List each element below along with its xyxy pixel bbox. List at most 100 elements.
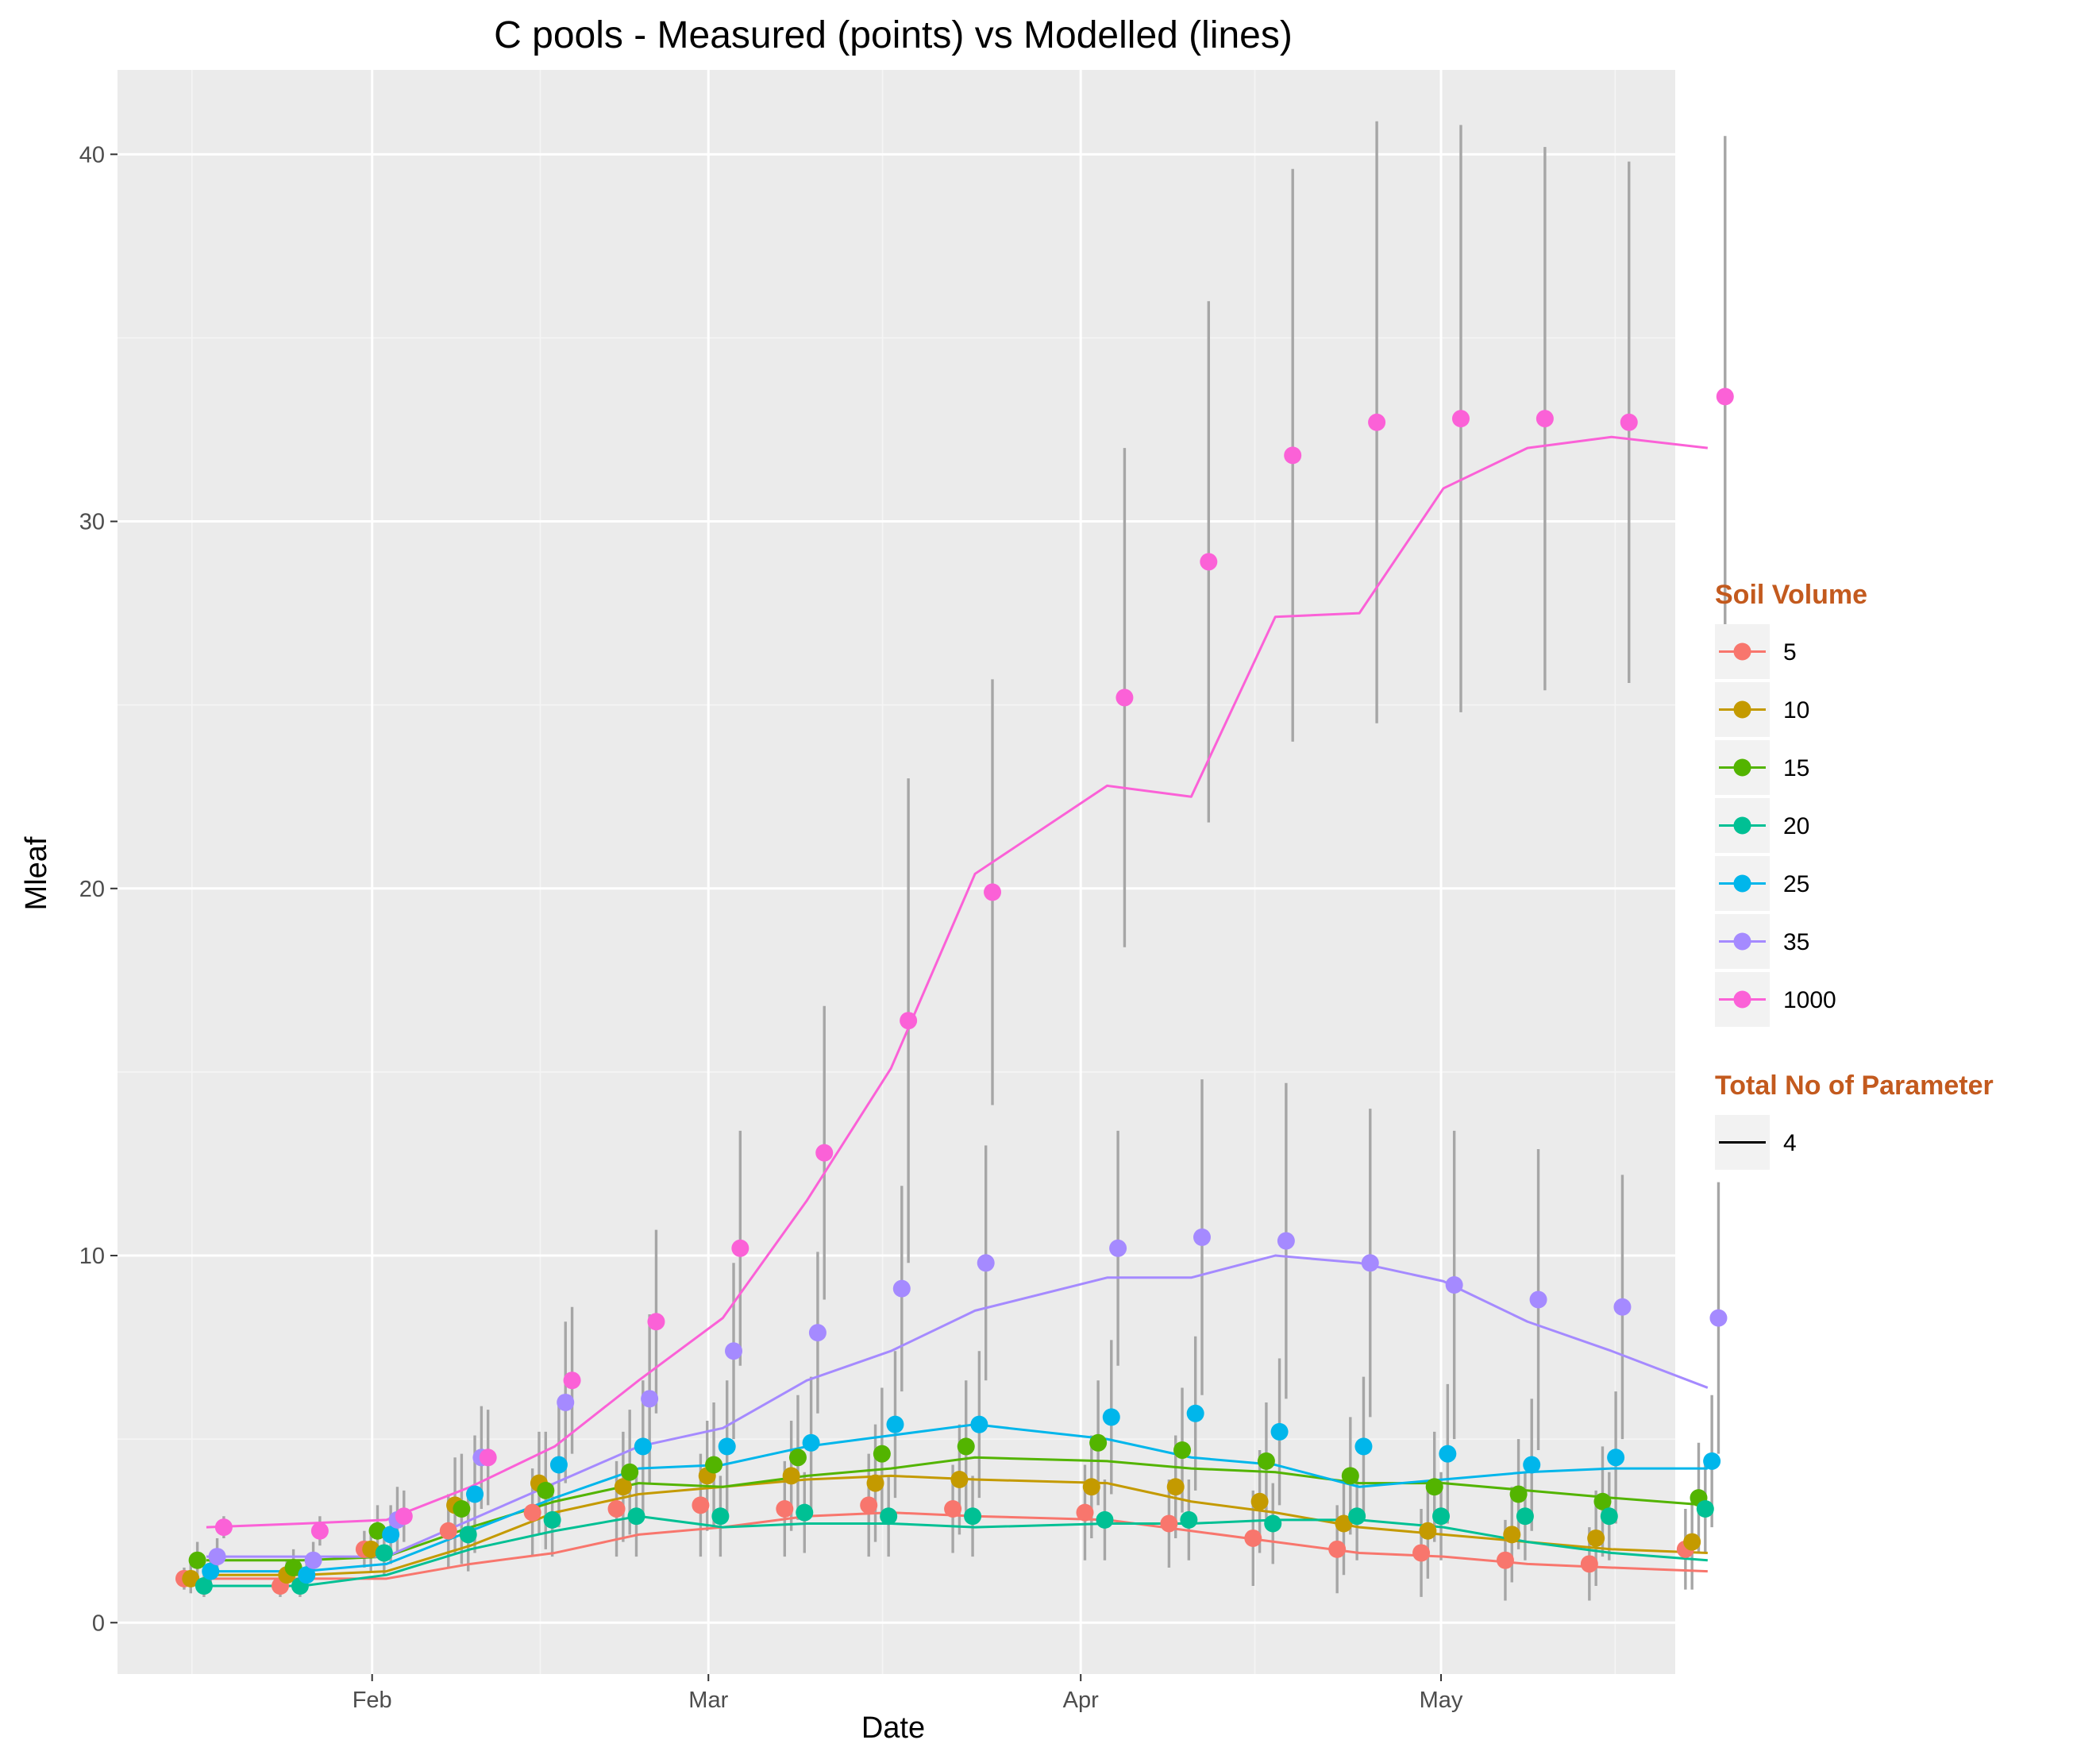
point-10 [1166,1478,1185,1496]
point-15 [1173,1441,1192,1460]
y-tick-label: 0 [92,1611,105,1636]
point-35 [892,1279,911,1298]
point-1000 [731,1239,749,1257]
point-15 [1425,1478,1443,1496]
y-tick-label: 40 [79,142,105,168]
legend: Soil Volume 5 10 15 20 25 35 1000 Total No of … [1715,580,1994,1170]
point-25 [1523,1456,1541,1474]
point-20 [1516,1507,1534,1526]
measured-points [175,388,1734,1595]
y-tick-label: 10 [79,1244,105,1269]
legend-label-15: 15 [1783,755,1809,781]
legend-key-point [1733,874,1751,893]
legend-key-point [1733,990,1751,1009]
point-35 [1613,1298,1632,1316]
point-1000 [1116,689,1134,707]
point-20 [459,1526,477,1544]
point-20 [1096,1510,1114,1529]
point-20 [1600,1507,1618,1526]
point-25 [549,1456,568,1474]
point-25 [1607,1449,1625,1467]
model-line-5 [206,1511,1708,1580]
point-15 [284,1558,302,1576]
point-1000 [310,1522,329,1540]
point-35 [208,1548,226,1566]
legend-key-point [1733,758,1751,777]
point-5 [1328,1540,1347,1558]
point-10 [1503,1526,1521,1544]
point-35 [725,1342,743,1360]
chart-title: C pools - Measured (points) vs Modelled … [494,14,1293,56]
legend-key-point [1733,700,1751,719]
point-15 [1257,1452,1275,1470]
point-15 [453,1499,471,1518]
y-axis-title: Mleaf [20,836,53,910]
point-1000 [647,1313,665,1331]
point-1000 [1716,388,1734,406]
model-line-10 [206,1474,1708,1576]
point-5 [1160,1514,1178,1533]
point-20 [1180,1510,1198,1529]
point-25 [1186,1404,1204,1422]
point-15 [1593,1492,1612,1510]
point-25 [202,1562,220,1580]
legend-key-point [1733,642,1751,661]
major-gridlines [118,70,1675,1674]
legend-label-1000: 1000 [1783,987,1836,1013]
point-20 [711,1507,730,1526]
point-1000 [1200,553,1218,571]
point-1000 [1536,410,1554,428]
point-20 [1264,1514,1282,1533]
point-15 [705,1456,723,1474]
point-25 [1270,1422,1289,1441]
point-20 [964,1507,982,1526]
point-10 [1419,1522,1437,1540]
legend-label-linetype: 4 [1783,1130,1797,1156]
legend-key-point [1733,932,1751,951]
point-10 [950,1471,969,1489]
point-1000 [395,1507,413,1526]
point-5 [439,1522,457,1540]
point-20 [543,1510,561,1529]
legend-label-35: 35 [1783,929,1809,955]
point-10 [362,1540,380,1558]
legend-color-items: 5 10 15 20 25 35 1000 [1715,624,1836,1027]
point-10 [1683,1533,1701,1551]
point-1000 [900,1012,918,1030]
point-15 [873,1445,891,1463]
x-tick-label: Apr [1063,1688,1099,1713]
point-5 [692,1496,710,1514]
point-25 [970,1415,988,1433]
x-tick-label: May [1420,1688,1463,1713]
point-35 [304,1551,322,1569]
x-tick-label: Mar [688,1688,728,1713]
point-35 [1445,1276,1463,1294]
model-line-25 [206,1423,1708,1573]
point-20 [796,1503,814,1522]
point-1000 [1451,410,1470,428]
point-10 [614,1478,632,1496]
point-1000 [1284,446,1302,465]
legend-label-5: 5 [1783,639,1797,665]
point-35 [1193,1228,1211,1246]
point-15 [1089,1433,1108,1452]
point-15 [1509,1485,1528,1503]
point-1000 [1368,413,1386,431]
point-35 [977,1254,995,1272]
point-20 [195,1577,213,1595]
point-25 [1354,1437,1373,1456]
legend-linetype-items: 4 [1715,1115,1797,1170]
point-15 [957,1437,975,1456]
legend-label-10: 10 [1783,697,1809,723]
point-5 [860,1496,878,1514]
point-15 [537,1481,555,1499]
point-35 [1277,1232,1295,1250]
point-15 [188,1551,206,1569]
point-25 [1102,1408,1120,1426]
point-35 [1529,1290,1547,1309]
point-5 [1244,1529,1262,1547]
point-20 [880,1507,898,1526]
model-line-20 [206,1514,1708,1587]
point-5 [1412,1544,1431,1562]
